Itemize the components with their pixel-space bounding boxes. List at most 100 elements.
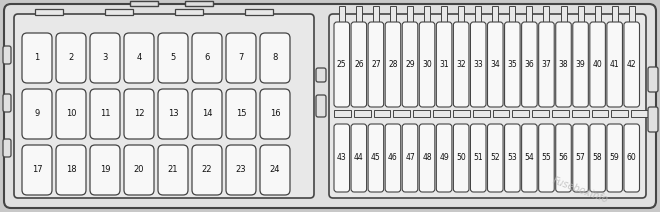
FancyBboxPatch shape xyxy=(90,89,120,139)
Bar xyxy=(130,1,158,6)
FancyBboxPatch shape xyxy=(471,124,486,192)
Bar xyxy=(552,110,569,117)
Text: 19: 19 xyxy=(100,166,110,174)
Text: 46: 46 xyxy=(388,153,398,163)
FancyBboxPatch shape xyxy=(436,22,452,107)
FancyBboxPatch shape xyxy=(453,22,469,107)
FancyBboxPatch shape xyxy=(556,22,572,107)
FancyBboxPatch shape xyxy=(368,22,383,107)
Text: 53: 53 xyxy=(508,153,517,163)
FancyBboxPatch shape xyxy=(3,139,11,157)
FancyBboxPatch shape xyxy=(316,95,326,117)
FancyBboxPatch shape xyxy=(351,124,366,192)
Bar xyxy=(393,110,411,117)
FancyBboxPatch shape xyxy=(158,33,188,83)
FancyBboxPatch shape xyxy=(453,124,469,192)
Text: 27: 27 xyxy=(371,60,381,69)
FancyBboxPatch shape xyxy=(158,145,188,195)
Bar xyxy=(373,6,379,22)
Text: 55: 55 xyxy=(542,153,551,163)
Bar xyxy=(543,6,549,22)
Bar xyxy=(512,110,529,117)
Bar xyxy=(629,6,635,22)
FancyBboxPatch shape xyxy=(3,46,11,64)
Text: 9: 9 xyxy=(34,110,40,119)
FancyBboxPatch shape xyxy=(590,22,605,107)
Text: 42: 42 xyxy=(627,60,636,69)
FancyBboxPatch shape xyxy=(192,33,222,83)
Bar xyxy=(356,6,362,22)
Text: Fuseboxinfo: Fuseboxinfo xyxy=(550,175,609,205)
FancyBboxPatch shape xyxy=(573,124,588,192)
Text: 31: 31 xyxy=(440,60,449,69)
Text: 20: 20 xyxy=(134,166,145,174)
Bar xyxy=(473,110,490,117)
FancyBboxPatch shape xyxy=(226,33,256,83)
Text: 26: 26 xyxy=(354,60,364,69)
Text: 15: 15 xyxy=(236,110,246,119)
Text: 57: 57 xyxy=(576,153,585,163)
FancyBboxPatch shape xyxy=(260,145,290,195)
Text: 8: 8 xyxy=(273,53,278,63)
Text: 28: 28 xyxy=(388,60,398,69)
Text: 52: 52 xyxy=(490,153,500,163)
FancyBboxPatch shape xyxy=(22,33,52,83)
Text: 1: 1 xyxy=(34,53,40,63)
Text: 10: 10 xyxy=(66,110,77,119)
Text: 12: 12 xyxy=(134,110,145,119)
Bar xyxy=(475,6,481,22)
Bar xyxy=(407,6,413,22)
Bar xyxy=(185,1,213,6)
FancyBboxPatch shape xyxy=(607,124,622,192)
Bar xyxy=(492,6,498,22)
Bar xyxy=(35,9,63,15)
Bar xyxy=(611,110,628,117)
FancyBboxPatch shape xyxy=(351,22,366,107)
Text: 59: 59 xyxy=(610,153,620,163)
Bar xyxy=(245,9,273,15)
FancyBboxPatch shape xyxy=(192,89,222,139)
Text: 4: 4 xyxy=(137,53,142,63)
Text: 34: 34 xyxy=(490,60,500,69)
Text: 51: 51 xyxy=(473,153,483,163)
Bar xyxy=(591,110,609,117)
FancyBboxPatch shape xyxy=(556,124,572,192)
Text: 38: 38 xyxy=(558,60,568,69)
FancyBboxPatch shape xyxy=(334,22,350,107)
Bar xyxy=(175,9,203,15)
Text: 37: 37 xyxy=(542,60,551,69)
Text: 50: 50 xyxy=(456,153,466,163)
Text: 11: 11 xyxy=(100,110,110,119)
Bar xyxy=(578,6,583,22)
FancyBboxPatch shape xyxy=(521,124,537,192)
FancyBboxPatch shape xyxy=(14,14,314,198)
FancyBboxPatch shape xyxy=(402,22,418,107)
Bar xyxy=(572,110,589,117)
FancyBboxPatch shape xyxy=(158,89,188,139)
FancyBboxPatch shape xyxy=(368,124,383,192)
Text: 21: 21 xyxy=(168,166,178,174)
FancyBboxPatch shape xyxy=(648,67,658,92)
Text: 7: 7 xyxy=(238,53,244,63)
Text: 3: 3 xyxy=(102,53,108,63)
Text: 43: 43 xyxy=(337,153,347,163)
FancyBboxPatch shape xyxy=(90,145,120,195)
Bar xyxy=(105,9,133,15)
Text: 32: 32 xyxy=(456,60,466,69)
Bar xyxy=(458,6,464,22)
Text: 16: 16 xyxy=(270,110,280,119)
Text: 49: 49 xyxy=(440,153,449,163)
FancyBboxPatch shape xyxy=(488,22,503,107)
FancyBboxPatch shape xyxy=(590,124,605,192)
Text: 30: 30 xyxy=(422,60,432,69)
Bar xyxy=(492,110,510,117)
Bar xyxy=(532,110,549,117)
FancyBboxPatch shape xyxy=(471,22,486,107)
Bar xyxy=(631,110,648,117)
Text: 25: 25 xyxy=(337,60,346,69)
Bar xyxy=(441,6,447,22)
Text: 56: 56 xyxy=(558,153,568,163)
FancyBboxPatch shape xyxy=(56,89,86,139)
Bar xyxy=(390,6,396,22)
Bar xyxy=(424,6,430,22)
